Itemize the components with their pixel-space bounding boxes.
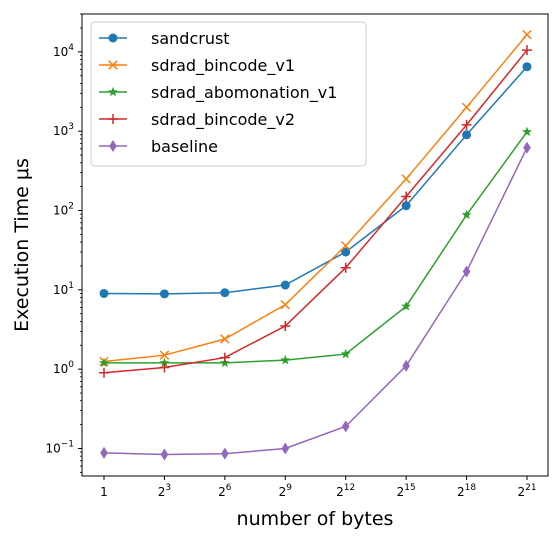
data-point bbox=[280, 321, 291, 332]
data-point bbox=[522, 29, 532, 40]
data-point bbox=[522, 45, 532, 56]
data-point bbox=[100, 446, 108, 459]
y-tick-label: 10−1 bbox=[45, 439, 74, 455]
y-tick-label: 100 bbox=[53, 360, 74, 376]
data-point bbox=[160, 448, 169, 461]
series-line bbox=[103, 147, 528, 456]
data-point bbox=[340, 262, 351, 273]
data-point bbox=[281, 442, 290, 455]
x-axis: 1 23 26 29 212 215 218 221 bbox=[100, 476, 537, 499]
data-point bbox=[522, 126, 532, 137]
series-line bbox=[104, 131, 528, 364]
y-axis: 10−1 100 101 102 103 104 bbox=[45, 13, 82, 473]
legend-frame bbox=[90, 21, 367, 167]
legend-marker bbox=[108, 33, 118, 43]
legend-label: sdrad_bincode_v2 bbox=[151, 110, 295, 130]
data-point bbox=[220, 334, 230, 344]
series-line bbox=[103, 34, 528, 363]
x-tick-label: 26 bbox=[218, 483, 232, 499]
data-point bbox=[401, 174, 411, 184]
data-point bbox=[341, 247, 351, 257]
data-point bbox=[280, 280, 290, 290]
data-point bbox=[522, 62, 532, 72]
legend-label: sandcrust bbox=[151, 29, 230, 48]
data-point bbox=[341, 420, 350, 433]
legend-entry: sdrad_bincode_v2 bbox=[99, 110, 295, 130]
data-point bbox=[401, 301, 412, 311]
data-point bbox=[340, 348, 351, 359]
data-point bbox=[221, 447, 229, 460]
legend-marker bbox=[108, 114, 118, 124]
x-tick-label: 215 bbox=[397, 483, 416, 499]
series-line bbox=[103, 66, 528, 295]
x-axis-label: number of bytes bbox=[237, 508, 394, 530]
data-point bbox=[220, 288, 230, 298]
data-point bbox=[219, 352, 230, 363]
y-tick-label: 101 bbox=[53, 281, 74, 297]
legend-label: baseline bbox=[151, 137, 218, 156]
legend-marker bbox=[108, 86, 118, 97]
x-tick-label: 1 bbox=[100, 485, 108, 499]
data-point bbox=[280, 299, 291, 310]
data-point bbox=[280, 354, 291, 365]
series-line bbox=[103, 49, 528, 374]
y-tick-label: 103 bbox=[53, 122, 74, 138]
data-point bbox=[159, 362, 170, 373]
data-point bbox=[159, 289, 169, 299]
data-point bbox=[401, 191, 412, 202]
data-point bbox=[99, 367, 109, 378]
legend-entry: baseline bbox=[99, 137, 218, 156]
legend-marker bbox=[109, 140, 117, 152]
data-point bbox=[99, 288, 109, 298]
series-baseline bbox=[100, 141, 531, 461]
x-tick-label: 218 bbox=[457, 483, 476, 499]
legend-entry: sandcrust bbox=[99, 29, 230, 48]
x-tick-label: 212 bbox=[336, 483, 355, 499]
x-tick-label: 221 bbox=[517, 483, 536, 499]
data-point bbox=[99, 357, 109, 368]
y-tick-label: 104 bbox=[53, 43, 74, 59]
data-point bbox=[401, 201, 411, 211]
data-point bbox=[523, 141, 531, 154]
x-tick-label: 23 bbox=[158, 483, 171, 499]
data-point bbox=[340, 240, 351, 251]
legend: sandcrust sdrad_bincode_v1 sdrad_abomonati… bbox=[90, 21, 367, 167]
data-point bbox=[461, 102, 472, 113]
legend-entry: sdrad_bincode_v1 bbox=[99, 56, 295, 76]
y-axis-label: Execution Time μs bbox=[11, 158, 33, 332]
legend-entry: sdrad_abomonation_v1 bbox=[99, 83, 337, 103]
data-point bbox=[402, 359, 410, 372]
plot-frame bbox=[81, 13, 549, 477]
series-sandcrust bbox=[99, 62, 532, 299]
series-sdrad_bincode_v1 bbox=[99, 29, 532, 367]
legend-label: sdrad_bincode_v1 bbox=[151, 56, 295, 76]
y-tick-label: 102 bbox=[53, 202, 74, 218]
series-sdrad_bincode_v2 bbox=[99, 45, 532, 378]
data-point bbox=[461, 209, 472, 220]
data-point bbox=[461, 119, 472, 130]
data-point bbox=[159, 357, 170, 368]
data-point bbox=[159, 350, 170, 360]
data-point bbox=[462, 265, 471, 278]
legend-marker bbox=[108, 60, 118, 70]
data-point bbox=[462, 130, 472, 140]
x-tick-label: 29 bbox=[279, 483, 293, 499]
legend-label: sdrad_abomonation_v1 bbox=[151, 83, 337, 103]
